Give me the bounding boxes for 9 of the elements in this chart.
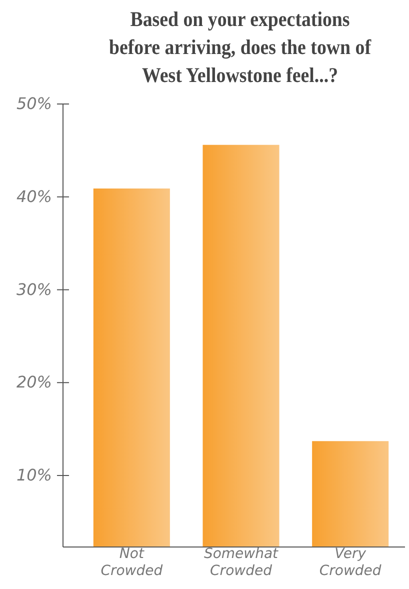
y-tick-label: 40% (16, 186, 52, 206)
y-tick-label: 20% (16, 372, 52, 392)
x-tick-label: Somewhat Crowded (204, 546, 279, 579)
chart-title: Based on your expectations before arriving, does the town of West Yellowstone feel...? (108, 8, 372, 88)
y-tick-label: 30% (16, 280, 52, 299)
x-tick-label: Very Crowded (319, 546, 382, 579)
y-tick-label: 10% (16, 466, 52, 485)
x-tick-label: Not Crowded (100, 546, 163, 579)
y-tick-label: 50% (16, 94, 52, 114)
